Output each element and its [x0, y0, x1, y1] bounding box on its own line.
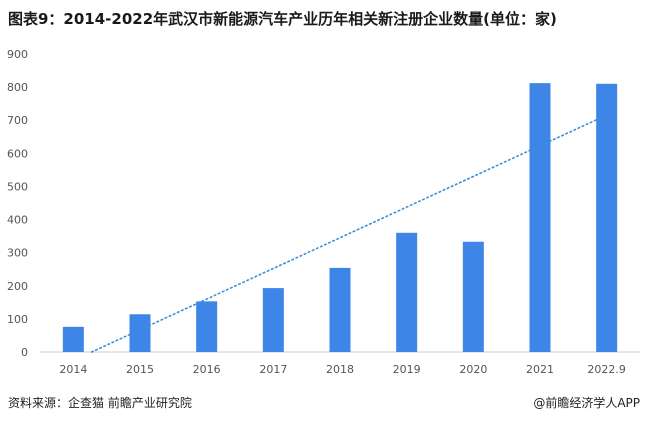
x-tick-label: 2020: [459, 363, 487, 376]
x-tick-label: 2018: [326, 363, 354, 376]
bar-2020: [462, 241, 484, 352]
y-tick-label: 0: [21, 346, 28, 359]
y-tick-label: 200: [7, 280, 28, 293]
y-tick-label: 700: [7, 114, 28, 127]
y-tick-label: 100: [7, 313, 28, 326]
y-tick-label: 400: [7, 214, 28, 227]
bar-2015: [129, 314, 151, 352]
bar-2016: [196, 301, 218, 352]
y-tick-label: 600: [7, 147, 28, 160]
bar-2017: [262, 288, 284, 352]
chart-title: 图表9：2014-2022年武汉市新能源汽车产业历年相关新注册企业数量(单位：家…: [8, 10, 557, 28]
source-note: 资料来源：企查猫 前瞻产业研究院: [8, 396, 192, 410]
bar-2019: [396, 232, 418, 352]
y-axis-ticks: 0 100 200 300 400 500 600 700 800 900: [7, 48, 28, 359]
bar-2021: [529, 83, 551, 352]
x-tick-label: 2019: [393, 363, 421, 376]
brand-note: @前瞻经济学人APP: [533, 396, 640, 410]
x-tick-label: 2014: [59, 363, 87, 376]
y-tick-label: 800: [7, 81, 28, 94]
x-tick-label: 2015: [126, 363, 154, 376]
y-tick-label: 300: [7, 247, 28, 260]
bar-2014: [62, 326, 84, 352]
x-tick-label: 2016: [193, 363, 221, 376]
trend-line: [90, 114, 608, 353]
x-tick-label: 2022.9: [587, 363, 626, 376]
bar-2018: [329, 267, 351, 352]
bar-2022.9: [596, 83, 618, 353]
y-tick-label: 900: [7, 48, 28, 61]
x-tick-label: 2017: [259, 363, 287, 376]
y-tick-label: 500: [7, 180, 28, 193]
x-tick-label: 2021: [526, 363, 554, 376]
x-axis-ticks: 2014 2015 2016 2017 2018 2019 2020 2021 2022.9: [59, 363, 626, 376]
bars: [62, 83, 618, 353]
